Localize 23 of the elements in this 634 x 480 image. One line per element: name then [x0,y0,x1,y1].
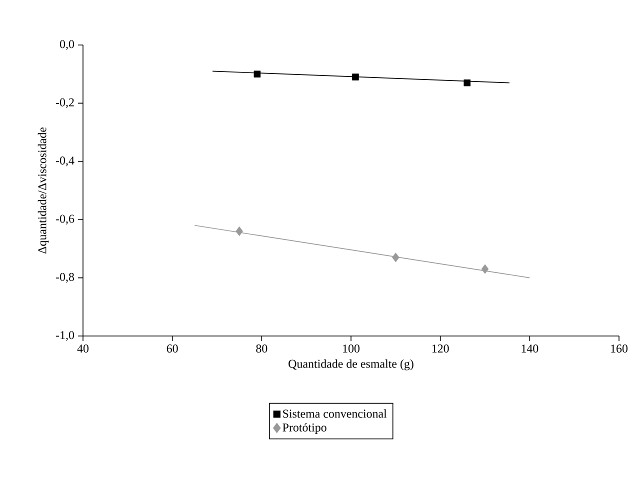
y-axis-title: Δquantidade/Δviscosidade [38,127,49,254]
y-tick-label: 0,0 [60,40,74,50]
x-tick-label: 100 [343,344,360,353]
y-tick-label: -0,2 [56,98,74,108]
x-tick-label: 60 [166,344,178,353]
legend-label: Protótipo [282,423,326,434]
x-tick-label: 40 [77,344,89,353]
point [464,79,471,86]
legend-label: Sistema convencional [283,409,387,418]
y-tick-label: -1,0 [56,331,74,341]
point [236,226,243,236]
point [481,264,489,274]
y-tick-label: -0,8 [56,272,74,283]
point [352,74,359,80]
y-tick-label: -0,6 [56,214,74,224]
x-axis-title: Quantidade de esmalte (g) [288,359,414,370]
y-tick-label: -0,4 [56,156,74,166]
x-tick-label: 160 [611,344,628,353]
point [254,70,261,78]
x-tick-label: 80 [256,344,268,353]
x-tick-label: 120 [432,344,449,353]
point [392,252,400,262]
x-tick-label: 140 [522,344,538,353]
